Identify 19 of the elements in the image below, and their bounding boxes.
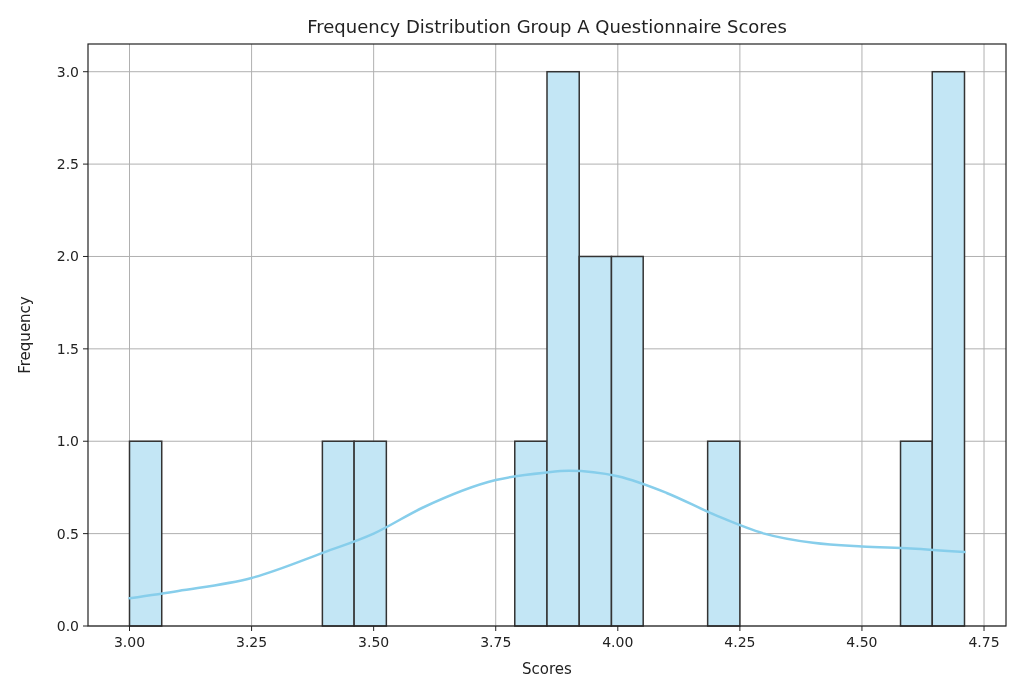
y-axis-title: Frequency xyxy=(16,296,34,374)
x-tick-label: 4.00 xyxy=(602,634,634,650)
line-series xyxy=(128,469,966,600)
x-tick-label: 4.75 xyxy=(968,634,1000,650)
y-tick-label: 1.5 xyxy=(56,340,79,357)
y-tick-label: 2.5 xyxy=(56,156,79,173)
x-tick-label: 3.00 xyxy=(113,634,146,650)
x-tick-label: 3.75 xyxy=(480,634,512,650)
x-tick-label: 3.50 xyxy=(358,634,390,650)
x-axis-title: Scores xyxy=(522,660,573,678)
y-tick-label: 3.0 xyxy=(56,63,79,80)
x-tick-label: 4.50 xyxy=(846,634,878,650)
y-tick-label: 2.0 xyxy=(56,248,79,265)
y-tick-label: 0.0 xyxy=(56,618,79,634)
chart-title: Frequency Distribution Group A Questionnaire Scores xyxy=(307,16,787,37)
x-tick-label: 4.25 xyxy=(724,634,756,650)
y-tick-label: 1.0 xyxy=(56,433,79,450)
x-tick-label: 3.25 xyxy=(235,634,268,650)
y-tick-label: 0.5 xyxy=(56,525,79,542)
